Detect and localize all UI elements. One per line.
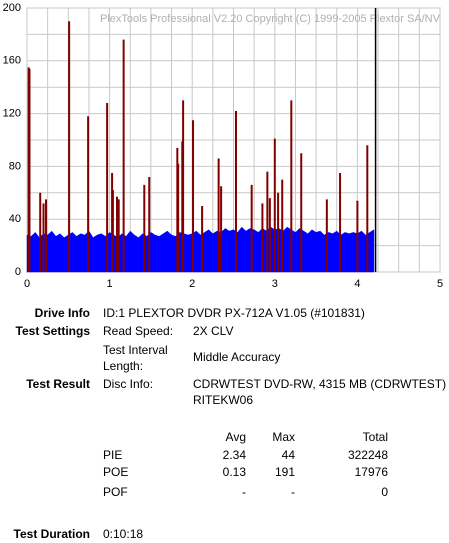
stats-row-label: POE xyxy=(103,465,129,479)
y-tick-label: 120 xyxy=(3,108,21,120)
setting-name: Test Interval Length: xyxy=(103,343,168,373)
stats-cell: 0 xyxy=(381,485,388,499)
x-tick-label: 2 xyxy=(189,278,195,290)
stats-cell: - xyxy=(291,485,295,499)
stats-header: Avg xyxy=(225,430,246,444)
disc-info-label: Disc Info: xyxy=(103,377,154,391)
y-tick-label: 0 xyxy=(15,266,21,278)
x-tick-label: 0 xyxy=(24,278,30,290)
x-tick-label: 5 xyxy=(437,278,443,290)
stats-row-label: POF xyxy=(103,485,128,499)
stats-cell: 2.34 xyxy=(222,448,246,462)
y-tick-label: 200 xyxy=(3,2,21,14)
stats-cell: 17976 xyxy=(354,465,388,479)
y-tick-label: 80 xyxy=(9,160,21,172)
disc-info: CDRWTEST DVD-RW, 4315 MB (CDRWTEST) RITE… xyxy=(193,377,447,407)
stats-header: Total xyxy=(362,430,388,444)
chart: PlexTools Professional V2.20 Copyright (… xyxy=(3,2,443,290)
stats-row-label: PIE xyxy=(103,448,123,462)
label: Test Result xyxy=(26,377,90,391)
x-tick-label: 3 xyxy=(272,278,278,290)
x-tick-label: 1 xyxy=(107,278,113,290)
label: Drive Info xyxy=(34,306,90,320)
stats-cell: 322248 xyxy=(347,448,388,462)
value: 0:10:18 xyxy=(103,527,144,541)
setting-value: Middle Accuracy xyxy=(193,350,281,364)
setting-value: 2X CLV xyxy=(193,324,234,338)
label: Test Settings xyxy=(15,324,90,338)
stats-cell: 44 xyxy=(281,448,295,462)
setting-name: Read Speed: xyxy=(103,324,174,338)
stats-cell: 191 xyxy=(274,465,295,479)
value: ID:1 PLEXTOR DVDR PX-712A V1.05 (#101831… xyxy=(103,306,365,320)
x-tick-label: 4 xyxy=(354,278,360,290)
stats-cell: - xyxy=(242,485,246,499)
stats-cell: 0.13 xyxy=(222,465,246,479)
watermark: PlexTools Professional V2.20 Copyright (… xyxy=(100,13,441,25)
label: Test Duration xyxy=(13,527,90,541)
y-tick-label: 40 xyxy=(9,213,21,225)
stats-header: Max xyxy=(272,430,295,444)
y-tick-label: 160 xyxy=(3,55,21,67)
